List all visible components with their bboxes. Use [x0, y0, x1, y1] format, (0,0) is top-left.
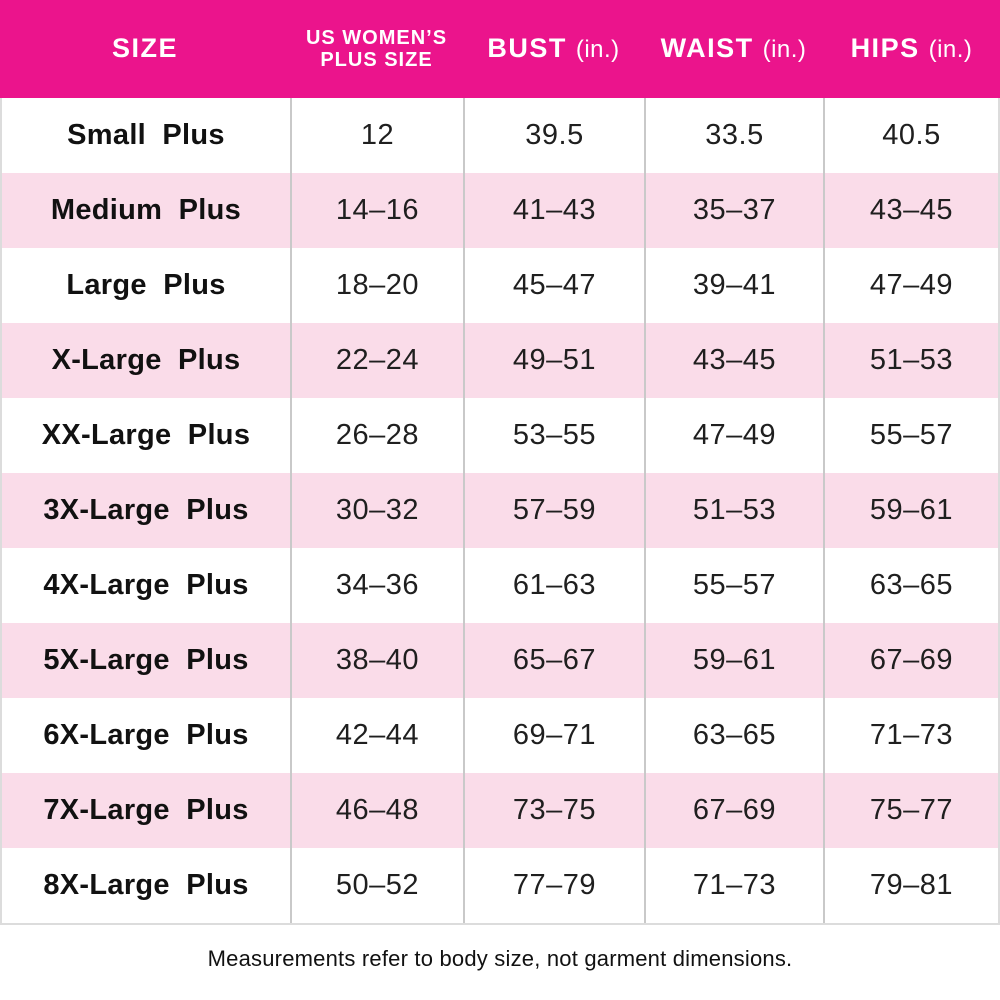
size-label: 4X-Large Plus [43, 569, 249, 601]
size-label: 7X-Large Plus [43, 794, 249, 826]
size-label: 6X-Large Plus [43, 719, 249, 751]
column-header-hips-unit: (in.) [928, 36, 973, 64]
table-row: 7X-Large Plus 46–48 73–75 67–69 75–77 [2, 773, 998, 848]
table-row: 5X-Large Plus 38–40 65–67 59–61 67–69 [2, 623, 998, 698]
us-plus-size-value: 38–40 [290, 623, 463, 698]
size-label: XX-Large Plus [41, 419, 251, 451]
column-header-waist-label: WAIST [660, 33, 754, 64]
column-header-bust-unit: (in.) [575, 36, 620, 64]
column-header-hips-label: HIPS [850, 33, 920, 64]
hips-value: 43–45 [823, 173, 998, 248]
us-plus-size-value: 18–20 [290, 248, 463, 323]
bust-value: 57–59 [463, 473, 644, 548]
table-body: Small Plus 12 39.5 33.5 40.5 Medium Plus… [0, 98, 1000, 925]
size-label: 5X-Large Plus [43, 644, 249, 676]
column-header-us-plus-size: US WOMEN’S PLUS SIZE [290, 0, 463, 98]
waist-value: 35–37 [644, 173, 823, 248]
us-plus-size-value: 42–44 [290, 698, 463, 773]
waist-value: 55–57 [644, 548, 823, 623]
table-row: 3X-Large Plus 30–32 57–59 51–53 59–61 [2, 473, 998, 548]
us-plus-size-value: 30–32 [290, 473, 463, 548]
waist-value: 43–45 [644, 323, 823, 398]
column-header-bust: BUST (in.) [463, 0, 644, 98]
table-row: XX-Large Plus 26–28 53–55 47–49 55–57 [2, 398, 998, 473]
hips-value: 55–57 [823, 398, 998, 473]
waist-value: 63–65 [644, 698, 823, 773]
column-header-size: SIZE [0, 0, 290, 98]
column-header-hips: HIPS (in.) [823, 0, 1000, 98]
us-plus-size-value: 46–48 [290, 773, 463, 848]
waist-value: 71–73 [644, 848, 823, 923]
waist-value: 51–53 [644, 473, 823, 548]
bust-value: 41–43 [463, 173, 644, 248]
size-label: X-Large Plus [51, 344, 241, 376]
bust-value: 73–75 [463, 773, 644, 848]
bust-value: 49–51 [463, 323, 644, 398]
us-plus-size-value: 22–24 [290, 323, 463, 398]
table-row: X-Large Plus 22–24 49–51 43–45 51–53 [2, 323, 998, 398]
table-row: Large Plus 18–20 45–47 39–41 47–49 [2, 248, 998, 323]
table-header-row: SIZE US WOMEN’S PLUS SIZE BUST (in.) WAI… [0, 0, 1000, 98]
size-label: 3X-Large Plus [43, 494, 249, 526]
hips-value: 40.5 [823, 98, 998, 173]
column-header-us-plus-size-line1: US WOMEN’S [305, 27, 448, 49]
bust-value: 77–79 [463, 848, 644, 923]
column-header-size-label: SIZE [111, 33, 178, 64]
us-plus-size-value: 12 [290, 98, 463, 173]
bust-value: 53–55 [463, 398, 644, 473]
us-plus-size-value: 34–36 [290, 548, 463, 623]
hips-value: 59–61 [823, 473, 998, 548]
hips-value: 75–77 [823, 773, 998, 848]
us-plus-size-value: 26–28 [290, 398, 463, 473]
bust-value: 45–47 [463, 248, 644, 323]
size-label: Small Plus [67, 119, 225, 151]
table-row: Small Plus 12 39.5 33.5 40.5 [2, 98, 998, 173]
hips-value: 71–73 [823, 698, 998, 773]
waist-value: 67–69 [644, 773, 823, 848]
bust-value: 61–63 [463, 548, 644, 623]
column-header-us-plus-size-line2: PLUS SIZE [320, 49, 433, 71]
size-label: Large Plus [66, 269, 226, 301]
us-plus-size-value: 50–52 [290, 848, 463, 923]
waist-value: 59–61 [644, 623, 823, 698]
table-row: Medium Plus 14–16 41–43 35–37 43–45 [2, 173, 998, 248]
table-row: 6X-Large Plus 42–44 69–71 63–65 71–73 [2, 698, 998, 773]
column-header-waist-unit: (in.) [762, 36, 807, 64]
waist-value: 33.5 [644, 98, 823, 173]
column-header-bust-label: BUST [487, 33, 567, 64]
size-label: Medium Plus [50, 194, 242, 226]
waist-value: 39–41 [644, 248, 823, 323]
hips-value: 79–81 [823, 848, 998, 923]
hips-value: 63–65 [823, 548, 998, 623]
table-row: 4X-Large Plus 34–36 61–63 55–57 63–65 [2, 548, 998, 623]
us-plus-size-value: 14–16 [290, 173, 463, 248]
hips-value: 67–69 [823, 623, 998, 698]
hips-value: 51–53 [823, 323, 998, 398]
size-label: 8X-Large Plus [43, 869, 249, 901]
bust-value: 39.5 [463, 98, 644, 173]
column-header-waist: WAIST (in.) [644, 0, 823, 98]
table-row: 8X-Large Plus 50–52 77–79 71–73 79–81 [2, 848, 998, 923]
footnote: Measurements refer to body size, not gar… [207, 946, 793, 971]
waist-value: 47–49 [644, 398, 823, 473]
bust-value: 65–67 [463, 623, 644, 698]
bust-value: 69–71 [463, 698, 644, 773]
hips-value: 47–49 [823, 248, 998, 323]
